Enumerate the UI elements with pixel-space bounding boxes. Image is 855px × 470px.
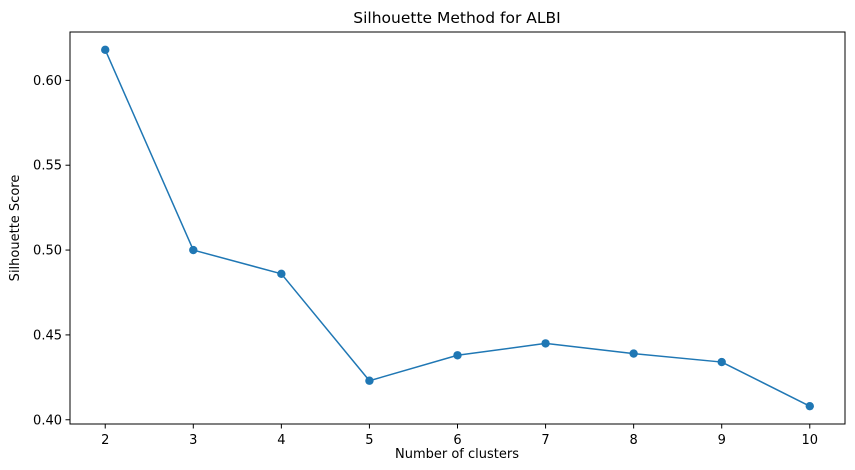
data-point — [717, 357, 726, 367]
x-tick-label: 7 — [541, 433, 549, 448]
y-tick-label: 0.45 — [33, 328, 62, 343]
data-point — [189, 245, 198, 255]
data-point — [277, 269, 286, 279]
x-tick-label: 3 — [189, 433, 197, 448]
y-axis-label: Silhouette Score — [8, 175, 23, 282]
data-point — [541, 339, 550, 348]
x-tick-label: 9 — [718, 433, 726, 448]
y-tick-label: 0.40 — [33, 413, 62, 428]
chart-title: Silhouette Method for ALBI — [353, 9, 560, 27]
data-point — [365, 376, 374, 385]
x-tick-label: 5 — [365, 433, 373, 448]
y-tick-label: 0.50 — [33, 244, 62, 259]
x-tick-label: 8 — [629, 433, 637, 448]
x-axis-ticks: 2 3 4 5 6 7 8 9 10 — [101, 424, 818, 448]
x-tick-label: 10 — [801, 433, 818, 448]
x-tick-label: 6 — [453, 433, 461, 448]
data-point — [629, 349, 638, 358]
data-point — [101, 45, 110, 55]
x-tick-label: 4 — [277, 433, 285, 448]
x-tick-label: 2 — [101, 433, 109, 448]
data-point — [805, 401, 814, 411]
y-tick-label: 0.55 — [33, 159, 62, 174]
data-point — [453, 351, 462, 360]
x-axis-label: Number of clusters — [395, 447, 519, 462]
y-tick-label: 0.60 — [33, 74, 62, 89]
y-axis-ticks: 0.40 0.45 0.50 0.55 0.60 — [33, 74, 70, 428]
